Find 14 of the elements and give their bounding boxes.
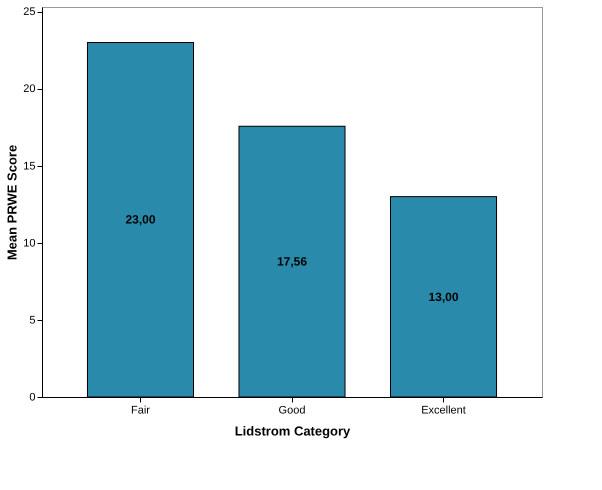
data-label: 23,00 bbox=[125, 212, 156, 227]
x-tick-label: Good bbox=[278, 404, 306, 416]
y-tick-label: 25 bbox=[23, 6, 36, 18]
data-label: 17,56 bbox=[276, 254, 308, 269]
x-tick-label: Fair bbox=[131, 404, 150, 416]
y-tick-label: 0 bbox=[29, 392, 36, 404]
y-tick-label: 10 bbox=[23, 237, 36, 250]
data-label: 13,00 bbox=[428, 290, 459, 304]
x-axis-title: Lidstrom Category bbox=[234, 424, 352, 438]
y-tick-label: 20 bbox=[23, 83, 36, 96]
x-tick-label: Excellent bbox=[421, 404, 466, 416]
y-tick-label: 5 bbox=[29, 314, 36, 326]
y-tick-label: 15 bbox=[23, 160, 36, 172]
y-axis-title: Mean PRWE Score bbox=[4, 144, 20, 260]
